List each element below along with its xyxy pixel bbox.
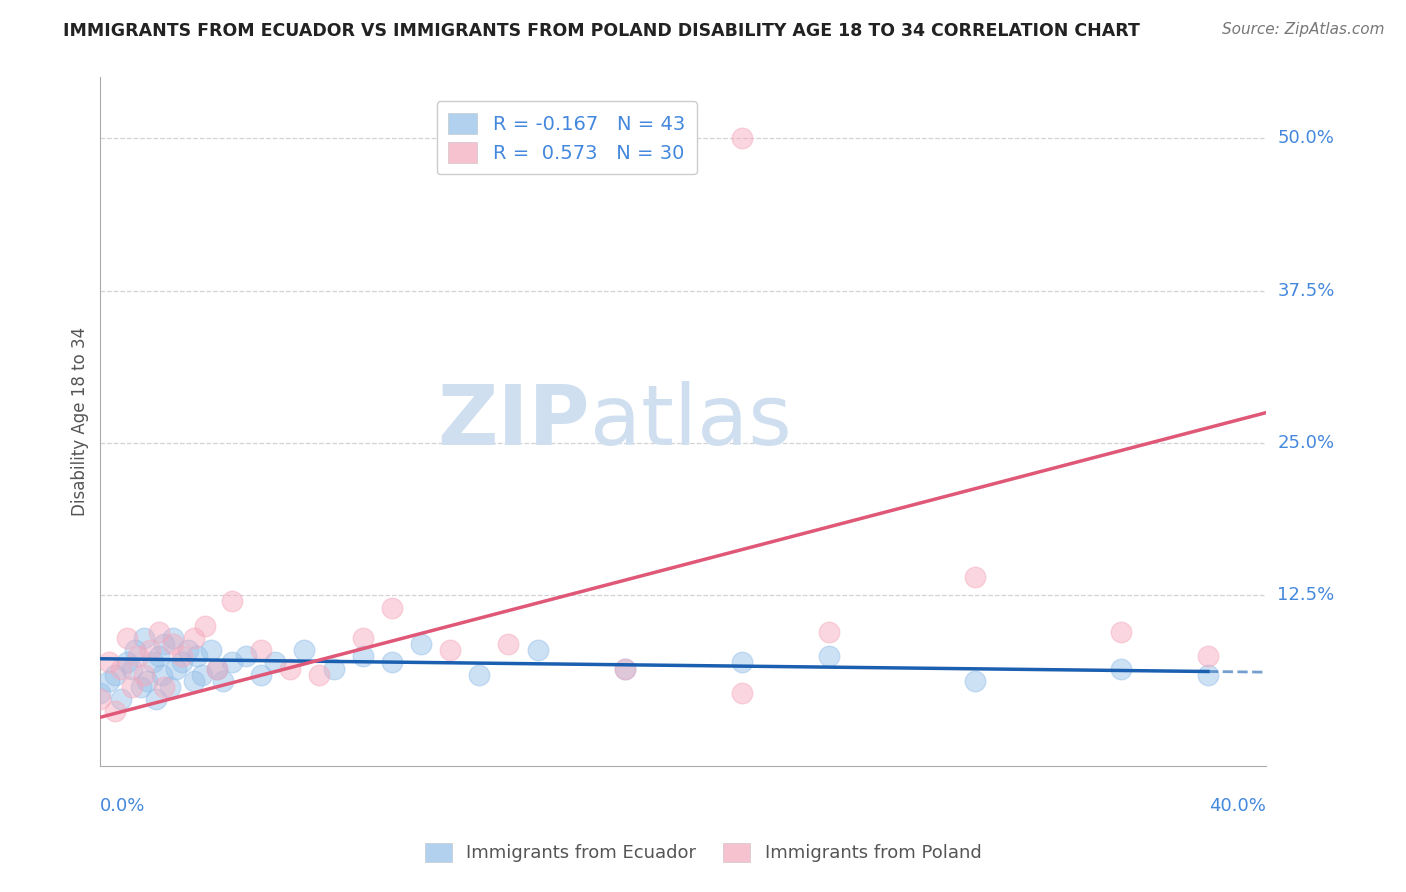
Text: atlas: atlas: [591, 381, 792, 462]
Point: [110, 692, 132, 706]
Point: [211, 673, 233, 688]
Point: [98, 673, 121, 688]
Point: [145, 692, 167, 706]
Point: [526, 643, 548, 657]
Point: [818, 649, 841, 664]
Point: [278, 661, 301, 675]
Point: [409, 637, 432, 651]
Point: [170, 656, 193, 670]
Point: [292, 643, 315, 657]
Point: [115, 656, 138, 670]
Point: [132, 667, 155, 681]
Text: 50.0%: 50.0%: [1278, 129, 1334, 147]
Point: [170, 649, 193, 664]
Point: [115, 631, 138, 645]
Point: [177, 643, 200, 657]
Point: [98, 656, 121, 670]
Point: [183, 673, 205, 688]
Point: [142, 656, 165, 670]
Point: [186, 649, 208, 664]
Point: [963, 673, 986, 688]
Point: [194, 619, 217, 633]
Text: Source: ZipAtlas.com: Source: ZipAtlas.com: [1222, 22, 1385, 37]
Point: [221, 656, 243, 670]
Point: [322, 661, 344, 675]
Point: [89, 686, 111, 700]
Point: [159, 680, 181, 694]
Text: IMMIGRANTS FROM ECUADOR VS IMMIGRANTS FROM POLAND DISABILITY AGE 18 TO 34 CORREL: IMMIGRANTS FROM ECUADOR VS IMMIGRANTS FR…: [63, 22, 1140, 40]
Point: [121, 680, 143, 694]
Y-axis label: Disability Age 18 to 34: Disability Age 18 to 34: [72, 327, 89, 516]
Point: [730, 656, 752, 670]
Point: [221, 594, 243, 608]
Point: [264, 656, 287, 670]
Point: [104, 667, 127, 681]
Point: [352, 631, 374, 645]
Point: [730, 686, 752, 700]
Point: [614, 661, 637, 675]
Point: [381, 600, 404, 615]
Point: [249, 643, 271, 657]
Point: [1197, 667, 1219, 681]
Point: [129, 680, 152, 694]
Point: [205, 661, 228, 675]
Point: [614, 661, 637, 675]
Point: [381, 656, 404, 670]
Point: [205, 661, 228, 675]
Point: [139, 643, 162, 657]
Point: [200, 643, 222, 657]
Text: 40.0%: 40.0%: [1209, 797, 1267, 814]
Point: [352, 649, 374, 664]
Text: ZIP: ZIP: [437, 381, 591, 462]
Text: 0.0%: 0.0%: [100, 797, 146, 814]
Point: [308, 667, 330, 681]
Point: [136, 673, 159, 688]
Point: [1109, 661, 1132, 675]
Point: [235, 649, 257, 664]
Legend: Immigrants from Ecuador, Immigrants from Poland: Immigrants from Ecuador, Immigrants from…: [418, 836, 988, 870]
Point: [153, 637, 176, 651]
Point: [104, 704, 127, 718]
Legend: R = -0.167   N = 43, R =  0.573   N = 30: R = -0.167 N = 43, R = 0.573 N = 30: [436, 101, 697, 175]
Point: [148, 624, 170, 639]
Point: [249, 667, 271, 681]
Point: [963, 570, 986, 584]
Text: 12.5%: 12.5%: [1278, 586, 1334, 605]
Point: [1109, 624, 1132, 639]
Point: [153, 680, 176, 694]
Point: [121, 661, 143, 675]
Point: [132, 631, 155, 645]
Point: [110, 661, 132, 675]
Text: 37.5%: 37.5%: [1278, 282, 1334, 300]
Point: [148, 649, 170, 664]
Point: [818, 624, 841, 639]
Point: [165, 661, 187, 675]
Point: [498, 637, 520, 651]
Point: [183, 631, 205, 645]
Point: [89, 692, 111, 706]
Point: [150, 667, 173, 681]
Point: [730, 131, 752, 145]
Point: [127, 649, 149, 664]
Point: [439, 643, 461, 657]
Point: [191, 667, 214, 681]
Point: [162, 631, 184, 645]
Point: [124, 643, 146, 657]
Point: [1197, 649, 1219, 664]
Point: [468, 667, 491, 681]
Text: 25.0%: 25.0%: [1278, 434, 1334, 452]
Point: [162, 637, 184, 651]
